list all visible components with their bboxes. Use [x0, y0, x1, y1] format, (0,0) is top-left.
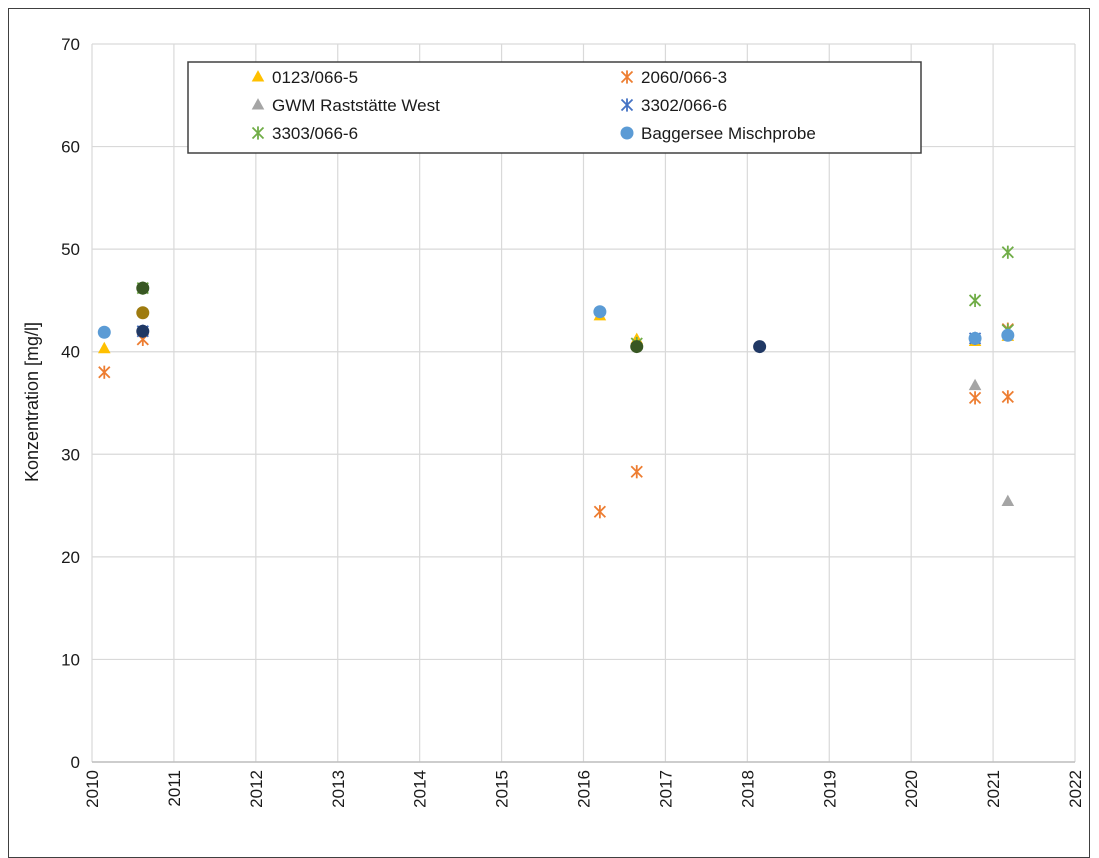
legend: 0123/066-5 2060/066-3 GWM Raststätte West 3…	[187, 61, 922, 154]
x-tick-label: 2014	[411, 770, 430, 808]
legend-label: 0123/066-5	[272, 68, 358, 87]
x-tick-label: 2016	[575, 770, 594, 808]
legend-marker	[251, 126, 265, 140]
data-point-series-1	[98, 365, 111, 379]
data-point-series-0	[97, 341, 111, 354]
data-point-series-8	[753, 340, 767, 354]
y-tick-label: 50	[61, 240, 80, 259]
y-tick-label: 30	[61, 445, 80, 464]
grid-lines	[91, 43, 1076, 763]
y-tick-label: 40	[61, 343, 80, 362]
y-tick-labels: 0 10 20 30 40 50 60 70	[61, 35, 80, 772]
y-tick-label: 70	[61, 35, 80, 54]
data-point-series-7	[630, 340, 644, 354]
x-tick-label: 2022	[1066, 770, 1085, 808]
data-point-series-4	[968, 293, 982, 308]
data-point-series-1	[968, 391, 982, 405]
y-tick-label: 20	[61, 548, 80, 567]
x-tick-label: 2017	[656, 770, 675, 808]
y-axis-label: Konzentration [mg/l]	[22, 322, 42, 482]
data-point-series-1	[1001, 390, 1014, 404]
data-point-series-5	[968, 331, 982, 345]
legend-label: 3303/066-6	[272, 124, 358, 143]
data-point-series-6	[136, 306, 150, 320]
x-tick-label: 2013	[329, 770, 348, 808]
data-points	[97, 245, 1015, 519]
legend-label: GWM Raststätte West	[272, 96, 440, 115]
legend-label: Baggersee Mischprobe	[641, 124, 816, 143]
y-tick-label: 0	[71, 753, 80, 772]
x-tick-label: 2010	[83, 770, 102, 808]
legend-box	[187, 61, 922, 154]
legend-label: 2060/066-3	[641, 68, 727, 87]
data-point-series-7	[136, 281, 150, 295]
data-point-series-4	[1001, 245, 1014, 259]
data-point-series-2	[1001, 494, 1015, 507]
x-tick-label: 2018	[738, 770, 757, 808]
legend-label: 3302/066-6	[641, 96, 727, 115]
y-tick-label: 10	[61, 650, 80, 669]
x-tick-label: 2012	[247, 770, 266, 808]
data-point-series-8	[136, 324, 150, 338]
legend-marker	[620, 98, 634, 112]
data-point-series-5	[1001, 328, 1015, 342]
data-point-series-5	[97, 325, 111, 339]
x-tick-label: 2015	[493, 770, 512, 808]
data-point-series-5	[593, 305, 607, 319]
x-tick-label: 2019	[820, 770, 839, 808]
data-point-series-2	[968, 378, 982, 391]
legend-marker	[251, 98, 265, 110]
data-point-series-1	[630, 465, 643, 479]
x-tick-label: 2011	[165, 770, 184, 807]
x-tick-label: 2020	[902, 770, 921, 808]
x-tick-label: 2021	[984, 770, 1003, 808]
data-point-series-1	[593, 505, 607, 519]
legend-marker	[251, 70, 265, 82]
legend-marker	[620, 126, 634, 140]
legend-marker	[620, 70, 634, 84]
y-tick-label: 60	[61, 138, 80, 157]
x-tick-labels: 2010 2011 2012 2013 2014 2015 2016 2017 2018 2019…	[83, 770, 1085, 808]
